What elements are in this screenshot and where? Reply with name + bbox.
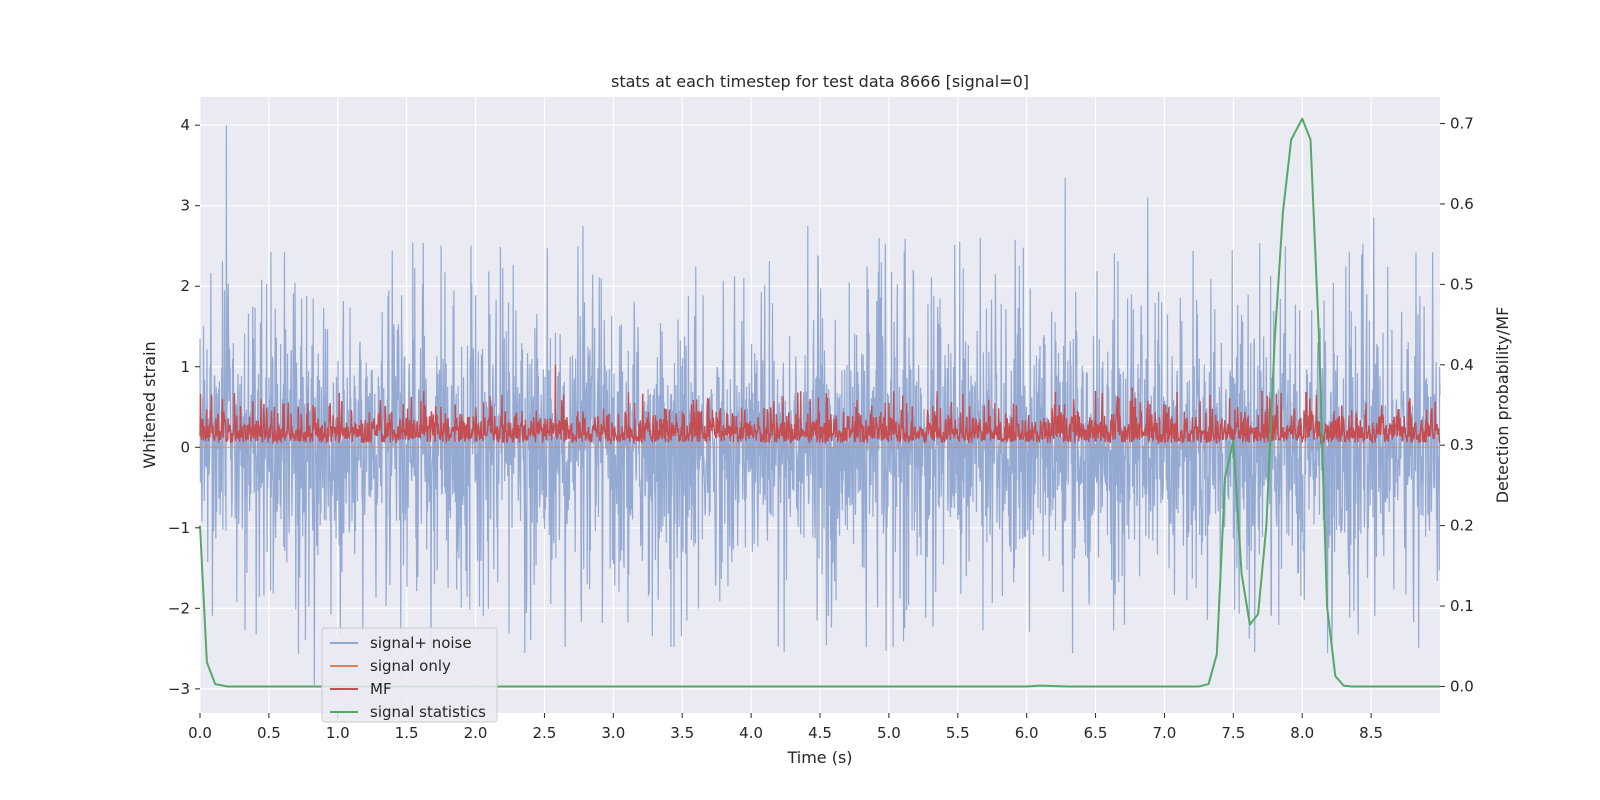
x-tick-label: 7.0 — [1153, 724, 1177, 742]
ticks-layer: 0.0 0.5 1.0 1.5 2.0 2.5 3.0 3.5 4.0 4.5 5.0 5.5 6.0 6… — [168, 115, 1474, 742]
x-tick-label: 8.5 — [1359, 724, 1383, 742]
x-tick-label: 8.0 — [1290, 724, 1314, 742]
chart-title: stats at each timestep for test data 866… — [611, 72, 1029, 91]
x-tick-label: 4.5 — [808, 724, 832, 742]
x-tick-label: 7.5 — [1221, 724, 1245, 742]
x-tick-label: 2.0 — [464, 724, 488, 742]
legend: signal+ noise signal only MF signal statist… — [321, 627, 498, 723]
y-tick-label: 3 — [180, 197, 190, 215]
y2-tick-label: 0.6 — [1450, 195, 1474, 213]
x-tick-label: 4.0 — [739, 724, 763, 742]
y2-tick-label: 0.0 — [1450, 677, 1474, 695]
legend-label: MF — [370, 680, 392, 698]
y-tick-label: −2 — [168, 599, 190, 617]
x-tick-label: 0.0 — [188, 724, 212, 742]
y-axis-label: Whitened strain — [140, 341, 159, 468]
legend-box — [321, 627, 498, 723]
x-tick-label: 1.5 — [395, 724, 419, 742]
legend-label: signal+ noise — [370, 634, 472, 652]
y-tick-label: 4 — [180, 116, 190, 134]
y2-tick-label: 0.1 — [1450, 597, 1474, 615]
series-mf — [199, 364, 1441, 446]
x-tick-label: 6.0 — [1015, 724, 1039, 742]
x-tick-label: 5.5 — [946, 724, 970, 742]
legend-label: signal only — [370, 657, 451, 675]
series-layer — [199, 117, 1441, 688]
y2-tick-label: 0.3 — [1450, 436, 1474, 454]
y-tick-label: 0 — [180, 438, 190, 456]
y2-axis-label: Detection probability/MF — [1493, 307, 1512, 504]
x-tick-label: 2.5 — [533, 724, 557, 742]
x-axis-label: Time (s) — [786, 748, 852, 767]
x-tick-label: 5.0 — [877, 724, 901, 742]
x-tick-label: 6.5 — [1084, 724, 1108, 742]
y2-tick-label: 0.2 — [1450, 517, 1474, 535]
x-tick-label: 0.5 — [257, 724, 281, 742]
x-tick-label: 3.5 — [670, 724, 694, 742]
y2-tick-label: 0.4 — [1450, 356, 1474, 374]
legend-label: signal statistics — [370, 703, 486, 721]
y-tick-label: −1 — [168, 519, 190, 537]
y-tick-label: 1 — [180, 358, 190, 376]
y-tick-label: −3 — [168, 680, 190, 698]
legend-items: signal+ noise signal only MF signal statist… — [330, 634, 486, 721]
y2-tick-label: 0.7 — [1450, 115, 1474, 133]
y-tick-label: 2 — [180, 277, 190, 295]
y2-tick-label: 0.5 — [1450, 275, 1474, 293]
x-tick-label: 3.0 — [601, 724, 625, 742]
x-tick-label: 1.0 — [326, 724, 350, 742]
